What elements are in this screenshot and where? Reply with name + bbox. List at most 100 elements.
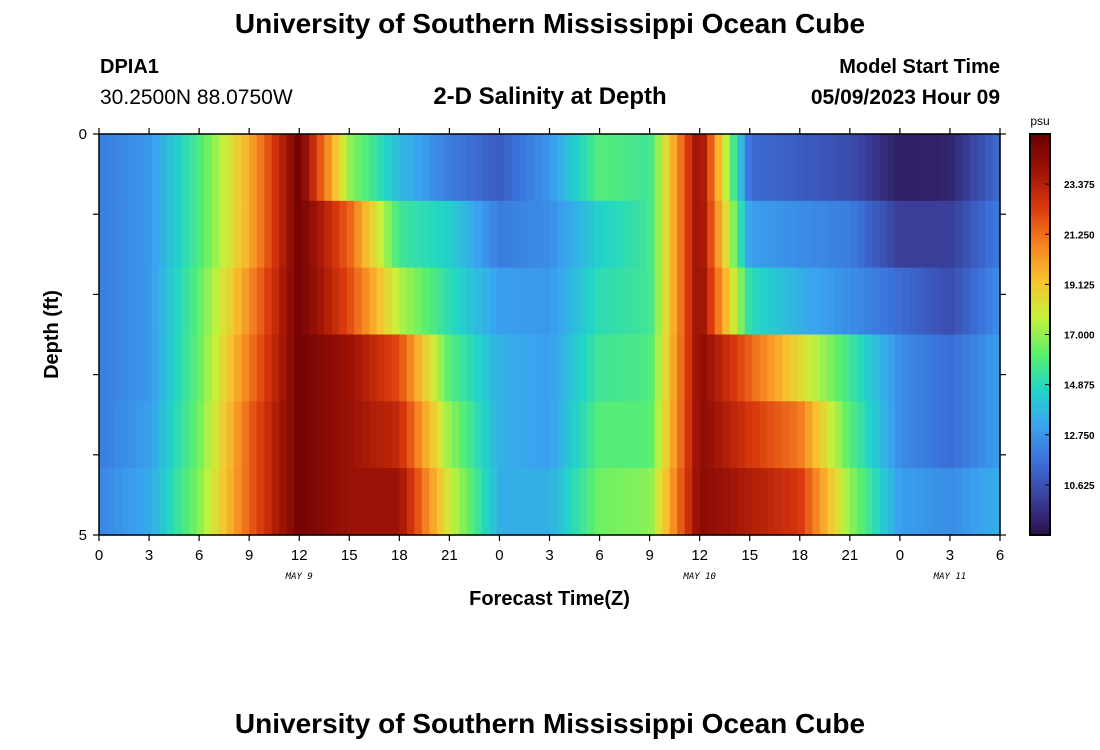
heatmap-cell bbox=[489, 468, 498, 536]
colorbar-unit-label: psu bbox=[1030, 114, 1049, 128]
heatmap-cell bbox=[114, 267, 123, 336]
heatmap-cell bbox=[234, 468, 243, 536]
heatmap-cell bbox=[774, 200, 783, 269]
heatmap-cell bbox=[587, 134, 596, 202]
heatmap-cell bbox=[264, 334, 273, 402]
heatmap-cell bbox=[767, 334, 776, 402]
heatmap-cell bbox=[294, 134, 303, 202]
model-start-value: 05/09/2023 Hour 09 bbox=[810, 86, 1000, 109]
heatmap-cell bbox=[774, 134, 783, 202]
heatmap-cell bbox=[99, 401, 108, 469]
heatmap-cell bbox=[279, 334, 288, 402]
heatmap-cell bbox=[181, 468, 190, 536]
heatmap-cell bbox=[932, 401, 941, 469]
heatmap-cell bbox=[174, 334, 183, 402]
heatmap-cell bbox=[624, 134, 633, 202]
heatmap-cell bbox=[114, 334, 123, 402]
heatmap-cell bbox=[677, 334, 686, 402]
heatmap-cell bbox=[256, 468, 265, 536]
heatmap-cell bbox=[759, 401, 768, 469]
heatmap-cell bbox=[354, 200, 363, 269]
heatmap-cell bbox=[692, 334, 701, 402]
heatmap-cell bbox=[136, 267, 145, 336]
heatmap-cell bbox=[159, 468, 168, 536]
heatmap-cell bbox=[984, 468, 994, 536]
heatmap-cell bbox=[466, 200, 476, 269]
heatmap-cell bbox=[752, 468, 761, 536]
heatmap-cell bbox=[677, 401, 686, 469]
heatmap-cell bbox=[166, 401, 175, 469]
heatmap-cell bbox=[151, 200, 160, 269]
x-tick-label: 0 bbox=[95, 547, 103, 564]
heatmap-cell bbox=[114, 468, 123, 536]
heatmap-cell bbox=[647, 267, 656, 336]
heatmap-cell bbox=[181, 401, 190, 469]
colorbar-ticks: 23.375 21.250 19.125 17.000 14.875 12.750 10.6… bbox=[1045, 180, 1095, 492]
heatmap-cell bbox=[511, 468, 521, 536]
heatmap-cell bbox=[812, 334, 821, 402]
heatmap-cell bbox=[136, 200, 145, 269]
heatmap-cell bbox=[797, 401, 806, 469]
heatmap-cell bbox=[737, 200, 746, 269]
heatmap-cell bbox=[309, 334, 318, 402]
heatmap-cell bbox=[196, 468, 205, 536]
heatmap-cell bbox=[301, 134, 310, 202]
heatmap-cell bbox=[339, 468, 348, 536]
heatmap-cell bbox=[481, 267, 491, 336]
heatmap-cell bbox=[331, 401, 340, 469]
heatmap-cell bbox=[174, 401, 183, 469]
heatmap-cell bbox=[429, 267, 438, 336]
heatmap-cell bbox=[969, 401, 979, 469]
heatmap-cell bbox=[819, 401, 828, 469]
heatmap-cell bbox=[249, 468, 258, 536]
heatmap-cell bbox=[849, 134, 858, 202]
heatmap-cell bbox=[744, 468, 753, 536]
heatmap-cell bbox=[759, 468, 768, 536]
heatmap-cell bbox=[669, 334, 678, 402]
heatmap-cell bbox=[962, 267, 971, 336]
heatmap-cell bbox=[331, 134, 340, 202]
heatmap-cell bbox=[496, 468, 506, 536]
heatmap-cell bbox=[579, 267, 588, 336]
heatmap-cell bbox=[759, 334, 768, 402]
heatmap-cell bbox=[526, 200, 536, 269]
heatmap-cell bbox=[519, 468, 528, 536]
heatmap-cell bbox=[129, 401, 138, 469]
heatmap-cell bbox=[376, 468, 385, 536]
heatmap-cell bbox=[354, 401, 363, 469]
heatmap-cell bbox=[549, 267, 558, 336]
heatmap-cell bbox=[834, 334, 843, 402]
heatmap-cell bbox=[684, 267, 693, 336]
colorbar-tick-label: 17.000 bbox=[1064, 331, 1095, 342]
heatmap-cell bbox=[331, 267, 340, 336]
heatmap-cell bbox=[241, 401, 250, 469]
heatmap-cell bbox=[707, 401, 716, 469]
heatmap-cell bbox=[406, 401, 415, 469]
heatmap-cell bbox=[639, 200, 648, 269]
heatmap-cell bbox=[204, 134, 213, 202]
heatmap-cell bbox=[917, 134, 926, 202]
heatmap-cell bbox=[677, 267, 686, 336]
heatmap-cell bbox=[917, 334, 926, 402]
heatmap-cell bbox=[234, 267, 243, 336]
heatmap-cell bbox=[767, 267, 776, 336]
heatmap-cell bbox=[924, 334, 934, 402]
station-coordinates: 30.2500N 88.0750W bbox=[100, 86, 293, 109]
heatmap-cell bbox=[121, 334, 130, 402]
heatmap-cell bbox=[707, 334, 716, 402]
heatmap-cell bbox=[572, 134, 581, 202]
heatmap-cell bbox=[541, 468, 551, 536]
heatmap-cell bbox=[857, 200, 866, 269]
heatmap-cell bbox=[677, 134, 686, 202]
heatmap-cell bbox=[271, 134, 280, 202]
heatmap-cell bbox=[639, 401, 648, 469]
heatmap-cell bbox=[256, 200, 265, 269]
heatmap-cell bbox=[234, 401, 243, 469]
heatmap-cell bbox=[579, 134, 588, 202]
heatmap-cell bbox=[887, 134, 896, 202]
heatmap-cell bbox=[684, 334, 693, 402]
heatmap-cell bbox=[984, 267, 994, 336]
heatmap-cell bbox=[962, 468, 971, 536]
heatmap-cell bbox=[609, 401, 618, 469]
heatmap-cell bbox=[819, 334, 828, 402]
